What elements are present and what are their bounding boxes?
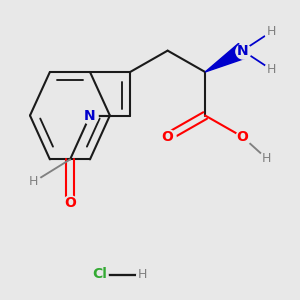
Text: O: O [162,130,174,144]
Text: O: O [64,196,76,210]
Text: H: H [29,176,38,188]
Text: H: H [266,26,276,38]
Text: Cl: Cl [93,268,108,281]
Polygon shape [205,44,247,72]
Text: N: N [237,44,248,58]
Text: N: N [84,109,96,122]
Text: H: H [262,152,271,165]
Text: O: O [237,130,249,144]
Text: H: H [266,63,276,76]
Text: H: H [138,268,147,281]
